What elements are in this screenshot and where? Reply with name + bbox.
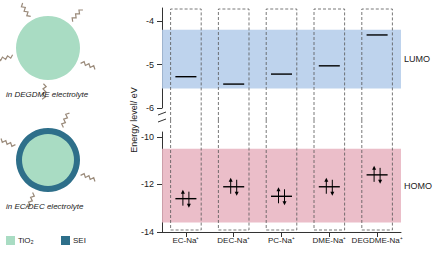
svg-text:in EC/DEC electrolyte: in EC/DEC electrolyte [6, 202, 84, 211]
svg-text:EC-Na⁺: EC-Na⁺ [172, 236, 199, 245]
svg-text:-14: -14 [141, 227, 154, 237]
svg-text:TiO₂: TiO₂ [18, 236, 34, 245]
svg-text:in DEGDME electrolyte: in DEGDME electrolyte [6, 90, 89, 99]
svg-text:DME-Na⁺: DME-Na⁺ [312, 236, 346, 245]
svg-text:DEGDME-Na⁺: DEGDME-Na⁺ [352, 236, 403, 245]
svg-text:-6: -6 [146, 103, 154, 113]
svg-text:Energy level/ eV: Energy level/ eV [129, 87, 139, 153]
svg-text:LUMO: LUMO [404, 54, 430, 64]
svg-text:SEI: SEI [73, 236, 86, 245]
svg-text:PC-Na⁺: PC-Na⁺ [268, 236, 295, 245]
svg-text:DEC-Na⁺: DEC-Na⁺ [217, 236, 250, 245]
svg-text:-10: -10 [141, 132, 154, 142]
svg-text:HOMO: HOMO [404, 181, 432, 191]
svg-text:-4: -4 [146, 16, 154, 26]
svg-text:-12: -12 [141, 179, 154, 189]
svg-text:-5: -5 [146, 60, 154, 70]
